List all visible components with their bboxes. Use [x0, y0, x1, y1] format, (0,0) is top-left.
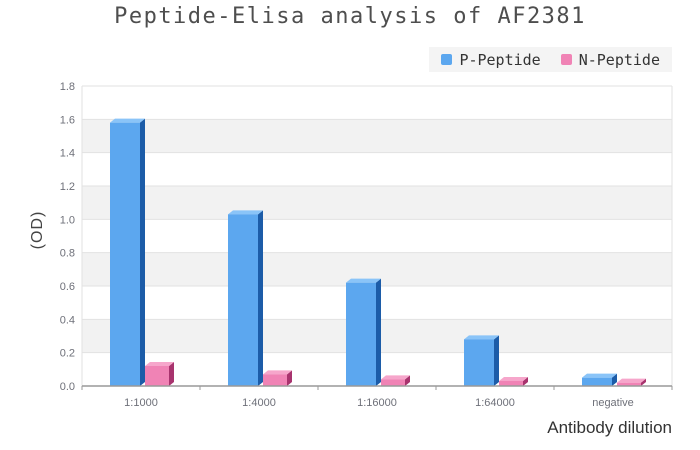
bar-P-Peptide-1:4000: [228, 214, 258, 386]
bar-top-N-Peptide-1:1000: [145, 362, 174, 366]
legend: P-Peptide N-Peptide: [429, 47, 672, 72]
bar-N-Peptide-1:64000: [499, 381, 523, 386]
p-peptide-swatch-icon: [441, 54, 453, 65]
y-tick-label: 1.4: [60, 148, 75, 160]
chart-title: Peptide-Elisa analysis of AF2381: [114, 4, 586, 29]
x-tick-label: 1:16000: [357, 397, 397, 409]
grid-band: [82, 186, 672, 220]
y-tick-label: 0.2: [60, 348, 75, 360]
x-tick-label: 1:4000: [242, 397, 276, 409]
x-tick-label: negative: [592, 397, 634, 409]
bar-side-P-Peptide-1:16000: [376, 278, 381, 386]
y-tick-label: 1.0: [60, 214, 75, 226]
bar-top-P-Peptide-1:64000: [464, 335, 499, 340]
bar-top-N-Peptide-1:16000: [381, 375, 410, 380]
legend-label-p-peptide: P-Peptide: [459, 50, 541, 69]
bar-top-N-Peptide-1:64000: [499, 377, 528, 381]
bar-top-P-Peptide-negative: [582, 373, 617, 378]
bar-side-P-Peptide-1:64000: [494, 335, 499, 386]
bar-side-N-Peptide-1:16000: [405, 375, 410, 386]
bar-side-P-Peptide-1:1000: [140, 118, 145, 387]
bar-side-P-Peptide-negative: [612, 373, 617, 386]
grid-band: [82, 119, 672, 153]
grid-band: [82, 152, 672, 186]
x-tick-label: 1:64000: [475, 397, 515, 409]
bar-P-Peptide-1:16000: [346, 282, 376, 386]
grid-band: [82, 86, 672, 120]
x-axis-title: Antibody dilution: [547, 418, 672, 437]
bar-P-Peptide-1:1000: [110, 122, 140, 387]
bar-N-Peptide-negative: [617, 382, 641, 386]
bar-side-N-Peptide-negative: [641, 378, 646, 386]
bar-N-Peptide-1:1000: [145, 366, 169, 386]
grid-band: [82, 219, 672, 253]
bar-N-Peptide-1:16000: [381, 379, 405, 386]
bar-P-Peptide-1:64000: [464, 339, 494, 386]
bar-side-N-Peptide-1:1000: [169, 362, 174, 386]
y-tick-label: 1.6: [60, 114, 75, 126]
x-tick-label: 1:1000: [124, 397, 158, 409]
bar-N-Peptide-1:4000: [263, 374, 287, 386]
bar-side-N-Peptide-1:4000: [287, 370, 292, 386]
bar-top-P-Peptide-1:1000: [110, 118, 145, 123]
legend-item-p-peptide[interactable]: P-Peptide: [441, 50, 541, 69]
bar-top-N-Peptide-1:4000: [263, 370, 292, 375]
bar-top-N-Peptide-negative: [617, 378, 646, 383]
y-tick-label: 1.8: [60, 81, 75, 93]
legend-item-n-peptide[interactable]: N-Peptide: [560, 50, 660, 69]
bar-top-P-Peptide-1:16000: [346, 278, 381, 283]
y-tick-label: 0.8: [60, 248, 75, 260]
y-tick-label: 0.6: [60, 281, 75, 293]
bar-side-P-Peptide-1:4000: [258, 210, 263, 386]
legend-label-n-peptide: N-Peptide: [578, 50, 660, 69]
bar-side-N-Peptide-1:64000: [523, 377, 528, 386]
n-peptide-swatch-icon: [560, 54, 572, 65]
bar-top-P-Peptide-1:4000: [228, 210, 263, 215]
y-tick-label: 0.4: [60, 314, 75, 326]
bar-P-Peptide-negative: [582, 377, 612, 386]
y-tick-label: 1.2: [60, 181, 75, 193]
y-tick-label: 0.0: [60, 381, 75, 393]
